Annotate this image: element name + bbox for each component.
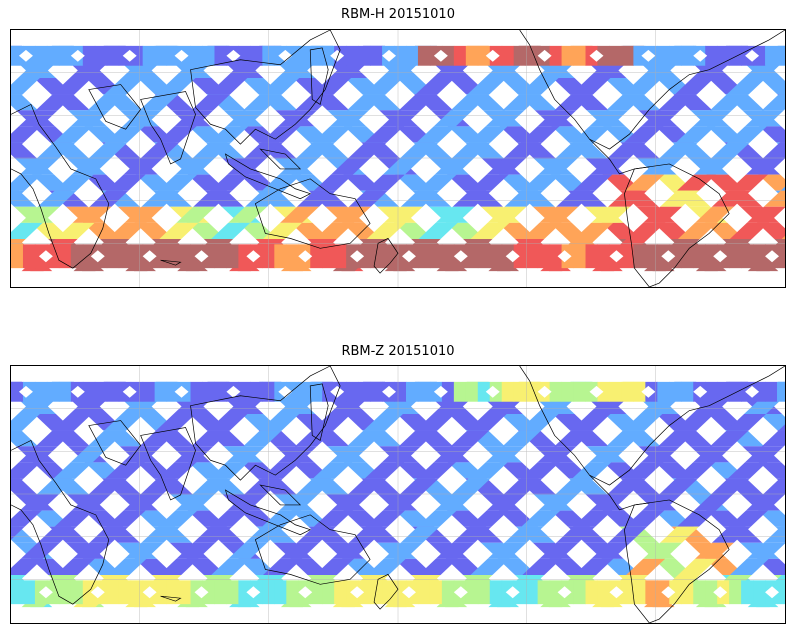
gridlines bbox=[11, 366, 785, 623]
map-panel-1 bbox=[10, 29, 786, 288]
satellite-swath-layer bbox=[11, 45, 785, 272]
satellite-swath-layer bbox=[11, 381, 785, 608]
gridlines bbox=[11, 30, 785, 287]
map-plot-1 bbox=[11, 30, 785, 287]
panel-title-2: RBM-Z 20151010 bbox=[341, 344, 455, 359]
coastlines bbox=[11, 30, 785, 287]
panel-title-1: RBM-H 20151010 bbox=[341, 7, 455, 22]
map-plot-2 bbox=[11, 366, 785, 623]
map-panel-2 bbox=[10, 365, 786, 624]
coastlines bbox=[11, 366, 785, 623]
